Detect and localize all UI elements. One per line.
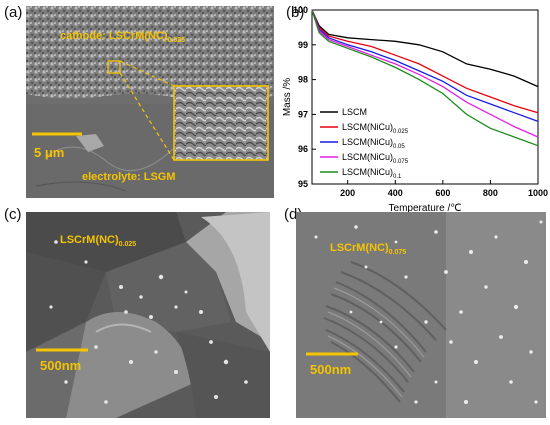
scale-bar-label-d: 500nm [310, 362, 352, 377]
y-tick-label: 99 [298, 40, 308, 50]
sem-image-a: cathode: LSCrM(NC)0.025 5 μm electrolyte… [26, 6, 274, 198]
panel-a-letter: (a) [4, 4, 23, 21]
legend-label-4: LSCM(NiCu)0.1 [342, 167, 402, 180]
y-axis-label: Mass /% [282, 78, 293, 116]
series-line-4 [311, 9, 539, 147]
chart-lines [311, 9, 539, 147]
legend-label-sub-3: 0.075 [393, 159, 409, 165]
sem-image-c: LSCrM(NC)0.025 500nm [26, 212, 270, 418]
y-tick-label: 98 [298, 75, 308, 85]
chart-legend: LSCM LSCM(NiCu)0.025 LSCM(NiCu)0.05 LSCM(Ni… [320, 107, 409, 180]
scale-bar-label-c: 500nm [40, 358, 82, 373]
y-tick-label: 95 [298, 179, 308, 189]
sample-label-c: LSCrM(NC)0.025 [60, 234, 137, 249]
series-line-1 [311, 9, 539, 114]
plot-frame [311, 9, 539, 185]
legend-label-1: LSCM(NiCu)0.025 [342, 122, 409, 135]
x-tick-label: 400 [388, 188, 403, 198]
electrolyte-label: electrolyte: LSGM [82, 171, 176, 183]
panel-c-letter: (c) [4, 206, 22, 223]
x-tick-label: 200 [340, 188, 355, 198]
legend-label-sub-4: 0.1 [393, 174, 402, 180]
legend-label-3: LSCM(NiCu)0.075 [342, 152, 409, 165]
y-tick-label: 96 [298, 144, 308, 154]
legend-label-sub-2: 0.05 [393, 144, 405, 150]
sample-label-d: LSCrM(NC)0.075 [330, 242, 407, 257]
y-tick-label: 97 [298, 109, 308, 119]
y-tick-label: 100 [293, 5, 308, 15]
series-line-3 [311, 9, 539, 138]
tga-chart: 200 400 600 800 1000 95 96 97 98 99 100 Temperature… [282, 5, 548, 212]
legend-label-2: LSCM(NiCu)0.05 [342, 137, 405, 150]
scale-bar-label-a: 5 μm [34, 145, 65, 160]
x-tick-label: 800 [483, 188, 498, 198]
x-tick-label: 1000 [528, 188, 548, 198]
cathode-label: cathode: LSCrM(NC)0.025 [60, 30, 186, 45]
series-line-2 [311, 9, 539, 123]
legend-label-sub-1: 0.025 [393, 129, 409, 135]
chart-axes: 200 400 600 800 1000 95 96 97 98 99 100 Temperature… [282, 5, 548, 212]
x-axis-label: Temperature /℃ [389, 203, 462, 212]
legend-label-0: LSCM [342, 107, 367, 117]
sem-image-d: LSCrM(NC)0.075 500nm [296, 212, 546, 418]
x-tick-label: 600 [435, 188, 450, 198]
panel-b-letter: (b) [286, 4, 305, 21]
series-line-0 [311, 9, 539, 88]
